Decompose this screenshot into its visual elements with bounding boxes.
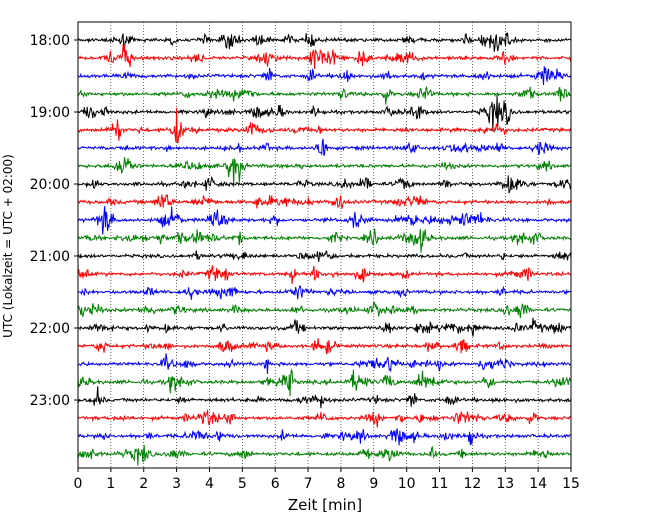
- x-axis-title: Zeit [min]: [288, 496, 362, 514]
- x-tick-label: 0: [74, 476, 83, 492]
- seismogram-trace: [77, 85, 572, 105]
- seismogram-trace: [77, 107, 572, 144]
- x-tick-label: 1: [106, 476, 115, 492]
- seismogram-trace: [77, 317, 572, 337]
- plot-frame: [77, 21, 572, 469]
- y-tick-label: 18:00: [30, 33, 70, 49]
- x-tick-label: 3: [172, 476, 181, 492]
- x-tick-label: 7: [304, 476, 313, 492]
- seismogram-trace: [77, 44, 572, 69]
- trace-group: [77, 32, 572, 466]
- seismogram-trace: [77, 301, 572, 319]
- seismogram-trace: [77, 428, 572, 446]
- seismogram-trace: [77, 353, 572, 374]
- x-tick-label: 12: [463, 476, 481, 492]
- y-axis-title: UTC (Lokalzeit = UTC + 02:00): [1, 154, 15, 338]
- seismogram-trace: [77, 228, 572, 253]
- seismogram-trace: [77, 94, 572, 132]
- y-tick-label: 19:00: [30, 105, 70, 121]
- y-axis: 18:00 19:00 20:00 21:00 22:00 23:00: [30, 33, 78, 409]
- seismogram-trace: [77, 284, 572, 300]
- x-tick-label: 15: [562, 476, 580, 492]
- y-tick-label: 21:00: [30, 249, 70, 265]
- seismogram-trace: [77, 386, 572, 409]
- seismogram-trace: [77, 193, 572, 209]
- y-tick-label: 22:00: [30, 321, 70, 337]
- x-tick-label: 14: [529, 476, 547, 492]
- seismogram-trace: [77, 66, 572, 86]
- seismogram-trace: [77, 338, 572, 355]
- x-tick-label: 11: [431, 476, 449, 492]
- seismogram-trace: [77, 445, 572, 466]
- y-tick-label: 20:00: [30, 177, 70, 193]
- seismogram-trace: [77, 157, 572, 188]
- x-tick-label: 6: [271, 476, 280, 492]
- x-tick-label: 13: [496, 476, 514, 492]
- seismogram-trace: [77, 265, 572, 285]
- grid-lines: [110, 22, 539, 468]
- seismogram-trace: [77, 250, 572, 262]
- x-tick-label: 8: [336, 476, 345, 492]
- x-tick-label: 10: [398, 476, 416, 492]
- x-tick-label: 4: [205, 476, 214, 492]
- seismogram-trace: [77, 368, 572, 397]
- seismogram-trace: [77, 138, 572, 156]
- y-tick-label: 23:00: [30, 393, 70, 409]
- seismogram-trace: [77, 409, 572, 428]
- seismogram-trace: [77, 206, 572, 235]
- seismogram-trace: [77, 32, 572, 52]
- x-tick-label: 2: [139, 476, 148, 492]
- seismogram-trace: [77, 175, 572, 194]
- x-axis: 0 1 2 3 4 5 6 7 8 9 10 11 12 13 14 15: [74, 468, 580, 492]
- x-tick-label: 9: [369, 476, 378, 492]
- x-tick-label: 5: [238, 476, 247, 492]
